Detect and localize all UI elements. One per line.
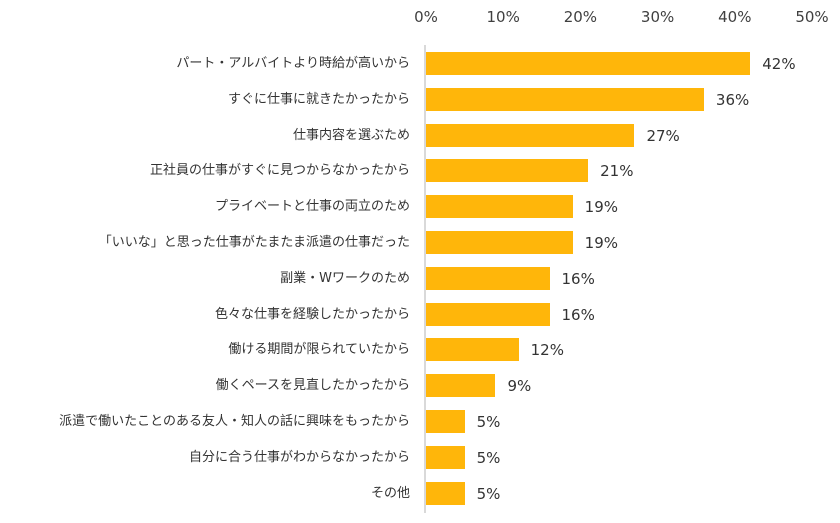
- x-tick-label: 10%: [486, 8, 520, 26]
- bar: [426, 123, 635, 147]
- bar: [426, 445, 465, 469]
- bar: [426, 481, 465, 505]
- bar-row: その他 5%: [0, 481, 840, 506]
- value-label: 12%: [530, 341, 564, 360]
- bar: [426, 159, 589, 183]
- bar-row: 働ける期間が限られていたから 12%: [0, 338, 840, 362]
- x-tick-label: 0%: [414, 8, 438, 26]
- category-label: その他: [370, 485, 410, 501]
- category-label: すぐに仕事に就きたかったから: [227, 91, 410, 107]
- bar: [426, 87, 704, 111]
- bar-row: 仕事内容を選ぶため 27%: [0, 123, 840, 148]
- value-label: 5%: [476, 413, 501, 431]
- category-label: 仕事内容を選ぶため: [292, 127, 410, 143]
- category-label: パート・アルバイトより時給が高いから: [176, 56, 410, 71]
- bar-row: 色々な仕事を経験したかったから 16%: [0, 302, 840, 327]
- bar: [426, 195, 573, 219]
- y-axis-line: [424, 45, 426, 513]
- category-label: 働くペースを見直したかったから: [215, 378, 410, 394]
- category-label: 自分に合う仕事がわからなかったから: [188, 449, 410, 465]
- category-label: 正社員の仕事がすぐに見つからなかったから: [149, 163, 410, 179]
- bar-row: 自分に合う仕事がわからなかったから 5%: [0, 445, 840, 470]
- bar-row: すぐに仕事に就きたかったから 36%: [0, 87, 840, 112]
- value-label: 5%: [476, 484, 501, 503]
- category-label: 「いいな」と思った仕事がたまたま派遣の仕事だった: [98, 235, 410, 250]
- bar-row: 正社員の仕事がすぐに見つからなかったから 21%: [0, 159, 840, 183]
- bar: [426, 302, 550, 326]
- bar: [426, 52, 751, 75]
- bar-row: 派遣で働いたことのある友人・知人の話に興味をもったから 5%: [0, 410, 840, 434]
- x-tick-label: 40%: [718, 8, 752, 26]
- bar-row: パート・アルバイトより時給が高いから 42%: [0, 52, 840, 76]
- category-label: 副業・Wワークのため: [280, 270, 410, 286]
- category-label: 色々な仕事を経験したかったから: [214, 306, 410, 322]
- category-label: 派遣で働いたことのある友人・知人の話に興味をもったから: [59, 414, 410, 429]
- category-label: 働ける期間が限られていたから: [228, 342, 410, 358]
- value-label: 19%: [584, 198, 619, 217]
- value-label: 21%: [600, 162, 634, 181]
- value-label: 42%: [762, 55, 796, 73]
- bar: [426, 410, 465, 433]
- bar-row: 副業・Wワークのため 16%: [0, 266, 840, 291]
- value-label: 36%: [715, 90, 750, 109]
- x-tick-label: 20%: [563, 8, 598, 26]
- bar: [426, 338, 519, 362]
- value-label: 9%: [507, 377, 532, 396]
- category-label: プライベートと仕事の両立のため: [214, 199, 410, 215]
- value-label: 19%: [584, 234, 619, 252]
- value-label: 5%: [476, 448, 501, 467]
- x-tick-label: 50%: [795, 8, 829, 26]
- bar-row: 働くペースを見直したかったから 9%: [0, 374, 840, 398]
- value-label: 27%: [646, 126, 680, 145]
- bar: [426, 266, 550, 290]
- bar-row: 「いいな」と思った仕事がたまたま派遣の仕事だった 19%: [0, 231, 840, 255]
- bar: [426, 231, 573, 254]
- bar-row: プライベートと仕事の両立のため 19%: [0, 195, 840, 219]
- value-label: 16%: [561, 269, 595, 288]
- x-tick-label: 30%: [640, 8, 675, 26]
- bar: [426, 374, 496, 398]
- value-label: 16%: [561, 305, 595, 324]
